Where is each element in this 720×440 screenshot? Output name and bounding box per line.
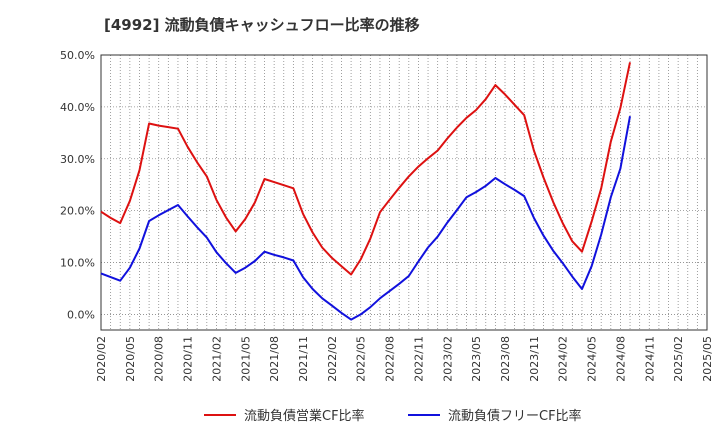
x-tick-label: 2021/02 — [210, 336, 223, 382]
x-tick-label: 2020/02 — [95, 336, 108, 382]
x-tick-label: 2023/08 — [499, 336, 512, 382]
series-line-1 — [100, 62, 631, 276]
x-tick-label: 2020/05 — [124, 336, 137, 382]
legend-label-1: 流動負債営業CF比率 — [244, 408, 365, 424]
x-tick-label: 2023/02 — [441, 336, 454, 382]
y-tick-label: 0.0% — [67, 308, 95, 321]
x-tick-label: 2024/11 — [643, 336, 656, 382]
x-tick-label: 2022/05 — [355, 336, 368, 382]
x-tick-label: 2025/02 — [672, 336, 685, 382]
x-tick-label: 2024/02 — [557, 336, 570, 382]
x-tick-label: 2021/05 — [239, 336, 252, 382]
y-tick-label: 40.0% — [60, 101, 95, 114]
y-tick-label: 30.0% — [60, 153, 95, 166]
x-tick-label: 2025/05 — [701, 336, 714, 382]
x-tick-label: 2023/05 — [470, 336, 483, 382]
x-tick-label: 2024/08 — [614, 336, 627, 382]
x-tick-label: 2020/11 — [182, 336, 195, 382]
y-tick-label: 10.0% — [60, 257, 95, 270]
series-line-2 — [100, 116, 631, 321]
x-tick-label: 2024/05 — [586, 336, 599, 382]
plot-frame — [100, 54, 708, 331]
plot-area — [101, 55, 707, 330]
x-tick-label: 2022/08 — [384, 336, 397, 382]
y-tick-label: 20.0% — [60, 205, 95, 218]
x-tick-label: 2022/11 — [412, 336, 425, 382]
x-tick-label: 2021/11 — [297, 336, 310, 382]
x-tick-label: 2022/02 — [326, 336, 339, 382]
chart-title: [4992] 流動負債キャッシュフロー比率の推移 — [104, 16, 420, 34]
x-tick-label: 2021/08 — [268, 336, 281, 382]
y-tick-label: 50.0% — [60, 49, 95, 62]
legend-label-2: 流動負債フリーCF比率 — [448, 408, 582, 424]
x-tick-label: 2020/08 — [153, 336, 166, 382]
x-tick-label: 2023/11 — [528, 336, 541, 382]
